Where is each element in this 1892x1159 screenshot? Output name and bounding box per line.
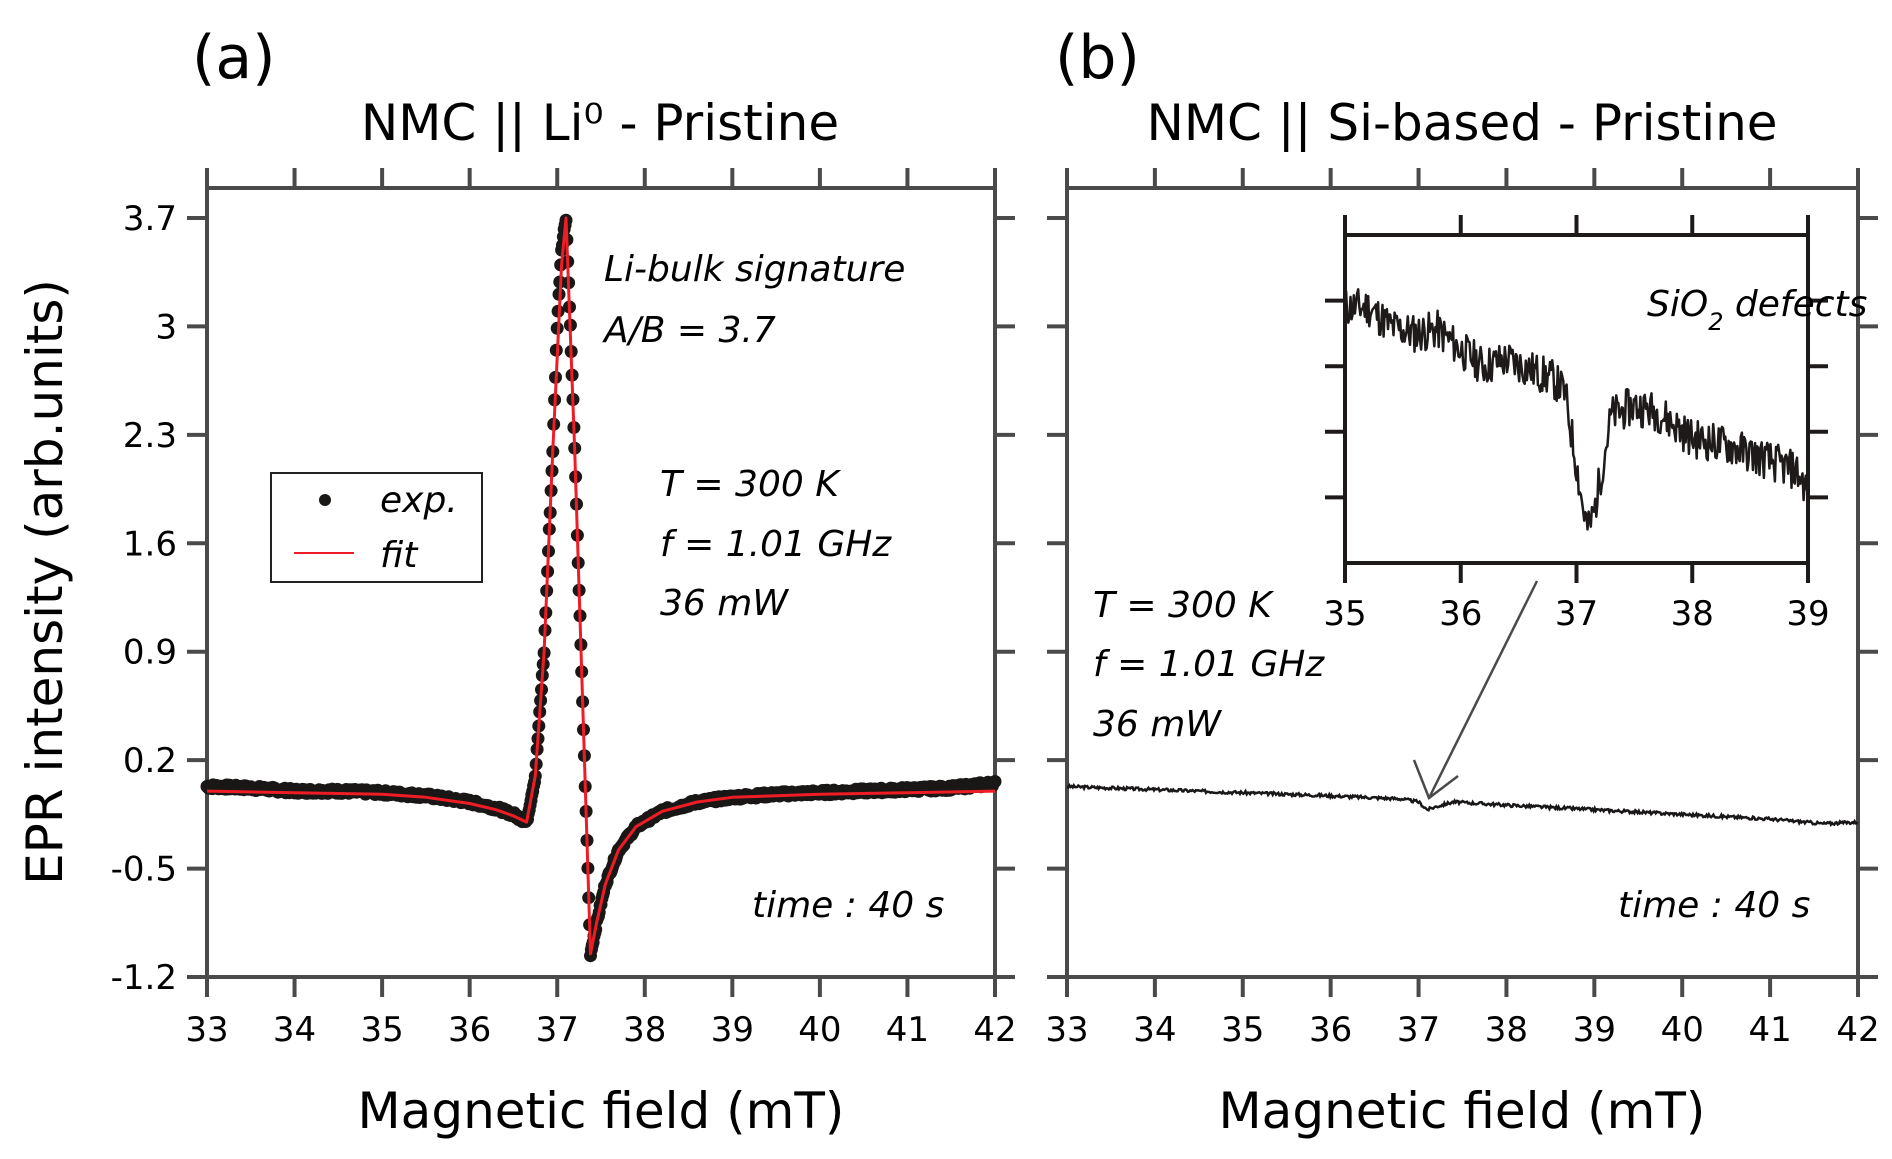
inset-label-main: SiO — [1647, 284, 1708, 325]
panel-a-y-ticks — [187, 216, 1015, 979]
panel-a: (a) NMC || Li⁰ - Pristine 33 34 35 36 37 38 39… — [16, 23, 1017, 1140]
panel-b: (b) NMC || Si-based - Pristine 33 34 35 36 3… — [1045, 23, 1879, 1140]
annotation-ab-ratio: A/B = 3.7 — [602, 310, 776, 351]
fit-line — [206, 216, 996, 956]
x-tick-label: 35 — [360, 1010, 403, 1050]
panel-a-frame — [205, 186, 997, 979]
inset-x-tick-label: 38 — [1671, 594, 1714, 634]
exp-data-point — [988, 775, 1002, 788]
panel-b-plot-area — [1066, 782, 1859, 827]
x-tick-label: 37 — [1397, 1010, 1440, 1050]
x-tick-label: 33 — [185, 1010, 228, 1050]
inset-signal-line — [1343, 288, 1810, 531]
legend-box — [270, 472, 483, 583]
annotation-frequency: f = 1.01 GHz — [660, 524, 892, 565]
inset-x-tick-labels: 35 36 37 38 39 — [1323, 594, 1829, 634]
panel-b-x-tick-labels: 33 34 35 36 37 38 39 40 41 42 — [1045, 1010, 1879, 1050]
panel-a-x-tick-labels: 33 34 35 36 37 38 39 40 41 42 — [185, 1010, 1016, 1050]
panel-b-x-axis-label: Magnetic field (mT) — [1219, 1082, 1706, 1140]
x-tick-label: 34 — [1133, 1010, 1176, 1050]
inset-plot: 35 36 37 38 39 SiO2 defects — [1323, 215, 1867, 634]
inset-label-rest: defects — [1723, 284, 1867, 325]
inset-frame — [1343, 233, 1810, 565]
inset-plot-area — [1343, 288, 1810, 531]
panel-b-frame — [1065, 186, 1860, 979]
panel-a-y-axis-label: EPR intensity (arb.units) — [16, 279, 74, 885]
x-tick-label: 35 — [1221, 1010, 1264, 1050]
panel-a-x-ticks — [205, 168, 997, 997]
panel-a-title: NMC || Li⁰ - Pristine — [361, 94, 839, 152]
inset-arrow — [1412, 580, 1539, 800]
x-tick-label: 36 — [1309, 1010, 1352, 1050]
panel-b-y-ticks — [1047, 216, 1878, 979]
legend-label-exp: exp. — [380, 480, 458, 521]
legend-marker-exp — [319, 494, 331, 506]
panel-a-x-axis-label: Magnetic field (mT) — [358, 1082, 845, 1140]
annotation-b-power: 36 mW — [1093, 704, 1222, 745]
x-tick-label: 39 — [711, 1010, 754, 1050]
y-tick-label: -1.2 — [111, 958, 177, 998]
panel-a-plot-area — [200, 213, 1002, 963]
x-tick-label: 39 — [1573, 1010, 1616, 1050]
legend-label-fit: fit — [380, 535, 419, 576]
annotation-b-frequency: f = 1.01 GHz — [1093, 644, 1325, 685]
inset-x-tick-label: 35 — [1323, 594, 1366, 634]
inset-x-tick-label: 37 — [1555, 594, 1598, 634]
y-tick-label: 0.9 — [123, 633, 177, 673]
x-tick-label: 38 — [623, 1010, 666, 1050]
annotation-b-time: time : 40 s — [1618, 885, 1810, 926]
panel-b-x-ticks — [1065, 168, 1860, 997]
annotation-power: 36 mW — [660, 583, 789, 624]
annotation-b-temperature: T = 300 K — [1093, 585, 1274, 626]
x-tick-label: 38 — [1485, 1010, 1528, 1050]
y-tick-label: -0.5 — [111, 850, 177, 890]
legend: exp. fit — [270, 472, 483, 583]
panel-b-title: NMC || Si-based - Pristine — [1146, 94, 1777, 152]
inset-x-tick-label: 39 — [1786, 594, 1829, 634]
panel-a-y-tick-labels: 3.7 3 2.3 1.6 0.9 0.2 -0.5 -1.2 — [111, 199, 177, 998]
y-tick-label: 3 — [155, 307, 177, 347]
panel-b-label: (b) — [1055, 23, 1140, 93]
arrow-head-icon — [1412, 759, 1459, 800]
x-tick-label: 37 — [536, 1010, 579, 1050]
inset-x-tick-label: 36 — [1439, 594, 1482, 634]
signal-line — [1066, 782, 1859, 827]
arrow-shaft — [1428, 580, 1539, 797]
annotation-li-bulk: Li-bulk signature — [604, 249, 905, 290]
x-tick-label: 36 — [448, 1010, 491, 1050]
x-tick-label: 41 — [886, 1010, 929, 1050]
x-tick-label: 42 — [973, 1010, 1016, 1050]
y-tick-label: 1.6 — [123, 524, 177, 564]
inset-label: SiO2 defects — [1647, 284, 1867, 336]
panel-a-label: (a) — [192, 23, 276, 93]
x-tick-label: 34 — [273, 1010, 316, 1050]
x-tick-label: 33 — [1045, 1010, 1088, 1050]
y-tick-label: 0.2 — [123, 741, 177, 781]
inset-label-subscript: 2 — [1708, 308, 1723, 336]
y-tick-label: 2.3 — [123, 416, 177, 456]
inset-background — [1345, 235, 1808, 563]
x-tick-label: 41 — [1748, 1010, 1791, 1050]
y-tick-label: 3.7 — [123, 199, 177, 239]
x-tick-label: 40 — [798, 1010, 841, 1050]
annotation-temperature: T = 300 K — [660, 464, 841, 505]
annotation-time: time : 40 s — [752, 885, 944, 926]
x-tick-label: 40 — [1661, 1010, 1704, 1050]
x-tick-label: 42 — [1836, 1010, 1879, 1050]
